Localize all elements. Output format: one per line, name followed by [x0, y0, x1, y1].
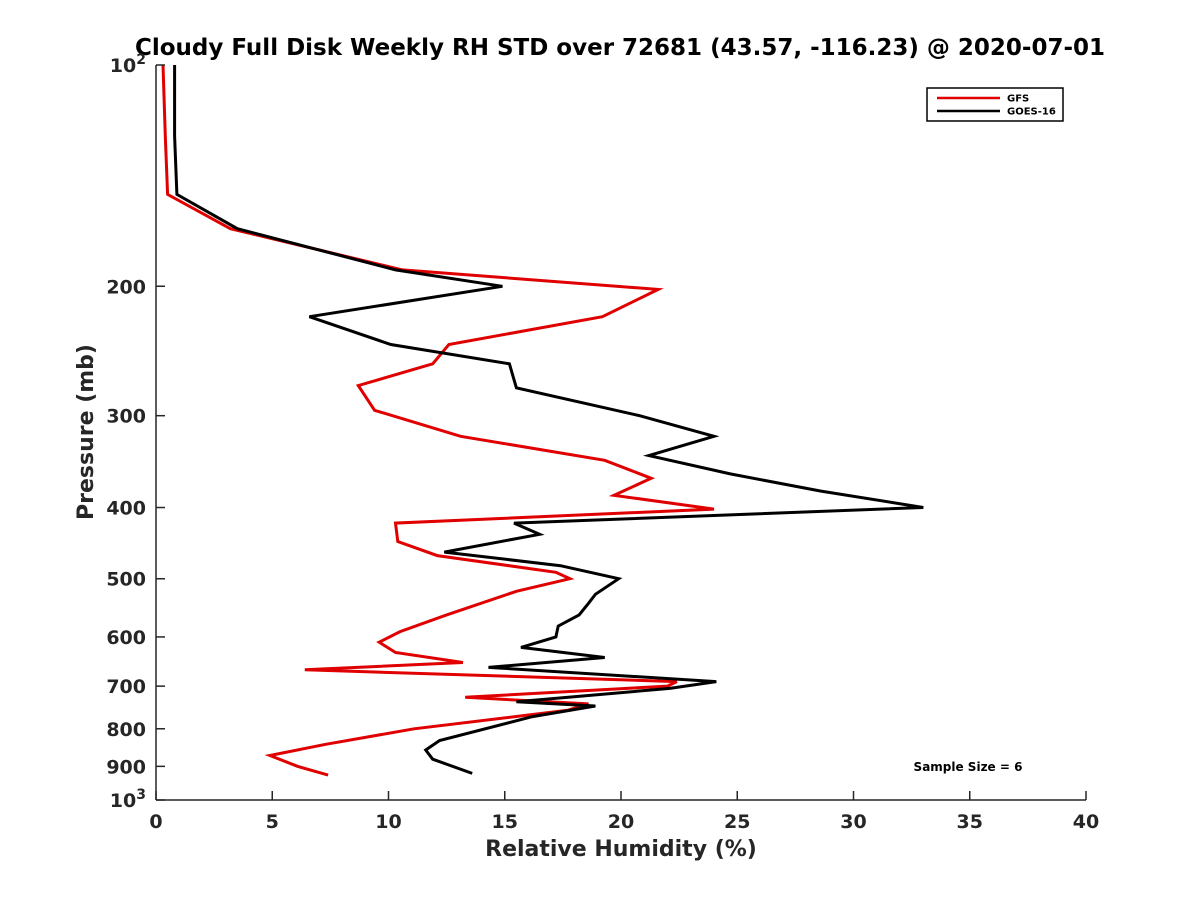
x-tick-label: 5: [266, 811, 279, 833]
x-tick-label: 10: [375, 811, 401, 833]
y-tick-label: 800: [106, 719, 146, 741]
x-tick-label: 25: [724, 811, 750, 833]
x-axis-label: Relative Humidity (%): [485, 837, 757, 862]
x-tick-label: 15: [492, 811, 518, 833]
y-tick-label: 200: [106, 276, 146, 298]
legend-box: [926, 87, 1064, 122]
x-tick-label: 0: [149, 811, 162, 833]
y-tick-label: 103: [110, 787, 146, 812]
legend-label-goes16: GOES-16: [1007, 107, 1056, 118]
y-tick-label: 700: [106, 676, 146, 698]
y-tick-label: 300: [106, 406, 146, 428]
y-tick-label: 900: [106, 756, 146, 778]
y-axis-label: Pressure (mb): [74, 344, 99, 520]
legend: GFS GOES-16: [926, 87, 1064, 122]
x-tick-label: 40: [1073, 811, 1099, 833]
series-line-goes16: [173, 65, 924, 775]
legend-label-gfs: GFS: [1007, 94, 1029, 105]
x-tick-label: 20: [608, 811, 634, 833]
y-tick-label: 600: [106, 627, 146, 649]
chart-title: Cloudy Full Disk Weekly RH STD over 7268…: [135, 35, 1105, 61]
x-tick-label: 30: [840, 811, 866, 833]
y-tick-label: 102: [110, 52, 146, 77]
sample-size-annotation: Sample Size = 6: [914, 760, 1023, 774]
y-tick-label: 400: [106, 498, 146, 520]
series-line-gfs: [161, 65, 715, 777]
x-tick-label: 35: [957, 811, 983, 833]
y-tick-label: 500: [106, 569, 146, 591]
